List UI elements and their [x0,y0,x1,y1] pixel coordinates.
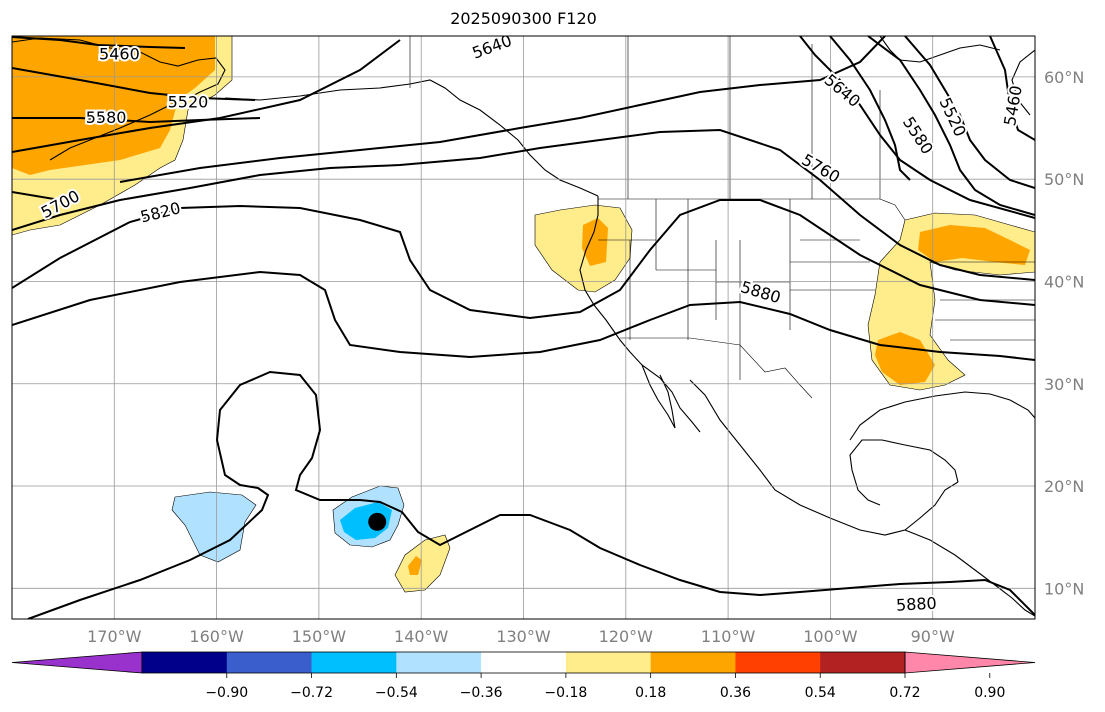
latitude-tick-label: 30°N [1044,375,1084,394]
anomaly-negative-hawaii [171,491,257,563]
anomaly-positive-tropical-core [408,556,422,575]
svg-text:5460: 5460 [99,44,140,63]
coastline-hudson [879,36,1001,63]
anomaly-positive-tropical [394,534,451,593]
latitude-tick-labels: 10°N 20°N 30°N 40°N 50°N 60°N [1044,68,1084,598]
coastline-gulf-north [849,391,1035,441]
contour-5700-east [799,36,1035,219]
contour-5460-west [12,36,186,49]
svg-text:5880: 5880 [896,594,938,615]
latitude-tick-label: 10°N [1044,579,1084,598]
longitude-tick-label: 170°W [87,627,142,646]
colorbar-box [481,652,567,673]
coastline-west-us [579,196,701,433]
coastline-alaska [12,37,226,161]
colorbar-tick-label: 0.18 [635,685,666,701]
contour-5460-east [989,36,1035,141]
svg-text:5520: 5520 [168,92,209,111]
contour-label: 5880 [894,592,940,617]
colorbar-outline [141,651,906,674]
graticule [12,36,1035,619]
contour-label: 5580 [84,106,129,129]
colorbar-tick-label: −0.54 [375,685,418,701]
coastlines [12,36,1035,617]
contour-5520-east [904,36,1035,189]
longitude-tick-label: 120°W [599,627,654,646]
longitude-tick-label: 100°W [803,627,858,646]
colorbar-extend-low [11,651,143,674]
coastline-baja [641,364,676,429]
svg-text:5580: 5580 [86,108,127,127]
contour-5520-west [12,67,256,101]
latitude-tick-label: 20°N [1044,477,1084,496]
coastline-gulf [849,439,959,506]
contour-5880-north [12,270,1035,361]
contour-5880-south [27,370,1035,619]
anomaly-positive-great-lakes-core [918,225,1030,265]
contour-label: 5520 [166,90,211,113]
colorbar-tick-label: 0.54 [805,685,836,701]
height-contours [12,36,1035,619]
contour-5580-west [12,117,261,124]
colorbar-tick-label: −0.90 [205,685,248,701]
contour-5760 [12,128,1035,281]
contour-5820 [12,199,1035,320]
anomaly-positive-us-northwest-core [582,218,608,266]
longitude-tick-label: 160°W [189,627,244,646]
longitude-tick-labels: 170°W 160°W 150°W 140°W 130°W 120°W 110°W 100°W… [87,627,955,646]
colorbar-tick-label: 0.90 [974,685,1005,701]
latitude-tick-label: 50°N [1044,170,1084,189]
coastline-east-canada [1011,49,1035,116]
colorbar-box [226,652,313,673]
map-title: 2025090300 F120 [450,9,597,28]
colorbar-box [735,652,821,673]
longitude-tick-label: 150°W [292,627,347,646]
colorbar-box [650,652,736,673]
coastline-central-america [904,529,1035,617]
colorbar: −0.90 −0.72 −0.54 −0.36 −0.18 0.18 0.36 0.54 0.7… [11,651,1036,701]
shaded-anomalies [12,36,1035,593]
anomaly-positive-pacific-northwest-core [12,36,215,175]
colorbar-tick-label: 0.36 [720,685,751,701]
contour-label: 5460 [97,42,142,65]
contour-5580-east [867,36,1035,216]
colorbar-tick-label: 0.72 [889,685,920,701]
colorbar-box [565,652,652,673]
longitude-tick-label: 90°W [911,627,955,646]
colorbar-box [820,652,906,673]
latitude-tick-label: 40°N [1044,272,1084,291]
contour-5640-east [829,36,911,181]
longitude-tick-label: 130°W [496,627,551,646]
colorbar-box [311,652,397,673]
colorbar-tick-label: −0.36 [460,685,503,701]
coastline-alaska-gulf [224,79,599,197]
colorbar-tick-label: −0.72 [290,685,333,701]
longitude-tick-label: 140°W [394,627,449,646]
colorbar-tick-label: −0.18 [544,685,587,701]
colorbar-extend-high [904,651,1036,674]
longitude-tick-label: 110°W [701,627,756,646]
storm-center-marker [368,512,387,531]
latitude-tick-label: 60°N [1044,68,1084,87]
border-canada-provinces [627,36,881,199]
colorbar-box [396,652,482,673]
contour-5640-west [12,39,401,153]
map-frame [11,35,1036,620]
colorbar-box [142,652,228,673]
contour-5700 [12,36,886,201]
border-us-mexico [620,337,813,399]
